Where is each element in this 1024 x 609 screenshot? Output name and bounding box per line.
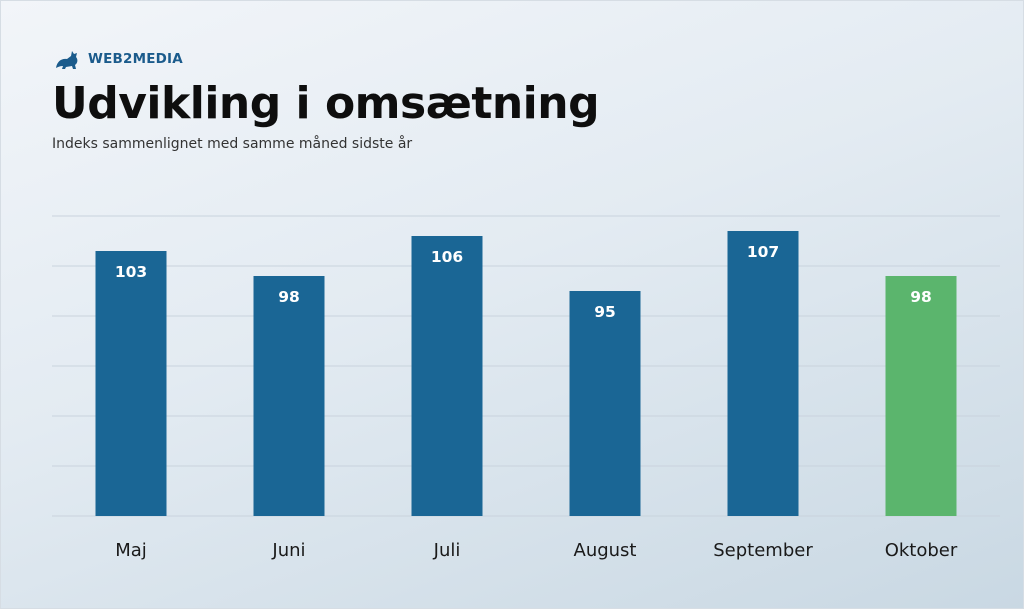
category-label-juni: Juni	[271, 540, 305, 561]
category-label-oktober: Oktober	[885, 540, 958, 561]
category-label-august: August	[574, 540, 637, 561]
bar-juni	[253, 276, 325, 516]
data-label-september: 107	[747, 243, 779, 261]
cat-icon	[56, 51, 78, 69]
bar-september	[727, 231, 799, 516]
data-label-maj: 103	[115, 263, 147, 281]
category-label-september: September	[713, 540, 813, 561]
bar-oktober	[885, 276, 957, 516]
chart-title: Udvikling i omsætning	[52, 78, 600, 129]
chart-subtitle: Indeks sammenlignet med samme måned sids…	[52, 136, 413, 152]
data-label-juni: 98	[278, 288, 300, 306]
bar-maj	[95, 251, 167, 516]
data-label-august: 95	[594, 303, 616, 321]
bar-august	[569, 291, 641, 516]
bar-juli	[411, 236, 483, 516]
data-label-juli: 106	[431, 248, 463, 266]
category-label-maj: Maj	[115, 540, 147, 561]
data-label-oktober: 98	[910, 288, 932, 306]
brand-logo: WEB2MEDIA	[54, 47, 183, 71]
brand-name: WEB2MEDIA	[88, 51, 183, 67]
category-label-juli: Juli	[433, 540, 461, 561]
